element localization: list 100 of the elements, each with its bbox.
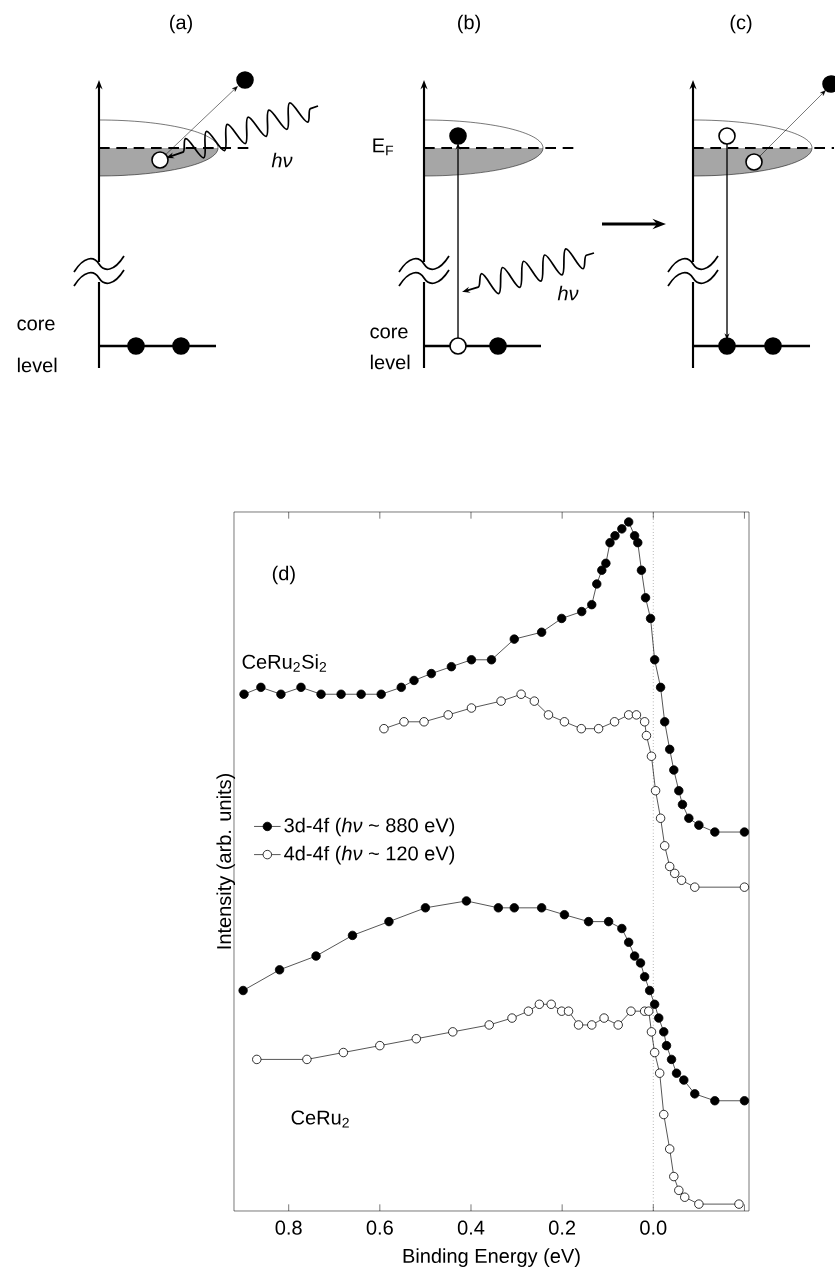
point [461,896,472,906]
point [655,1068,665,1078]
point [411,1034,421,1044]
x-tick-label: 0.4 [457,1220,485,1235]
point [677,799,688,810]
x-tick-label: 0.8 [275,1220,302,1235]
point [649,999,660,1009]
point [559,717,570,727]
point [636,565,647,575]
point [302,1054,312,1065]
point [592,579,602,589]
x-tick-label: 0.2 [549,1220,576,1235]
point [509,903,519,913]
point [583,916,594,927]
text: hν [557,285,579,301]
x-tick-label: 0.0 [640,1220,667,1235]
x-axis-title: Binding Energy (eV) [403,1248,580,1267]
point [635,958,646,968]
text: core [17,319,55,331]
point [617,524,627,534]
point [296,682,306,693]
point [659,1027,669,1037]
text: level [17,357,57,373]
point [563,1006,574,1016]
point [523,1006,534,1016]
point [316,689,326,699]
annotation: (d) [272,565,295,585]
point [669,1171,679,1182]
point [516,689,526,699]
point [409,675,419,686]
point [660,841,670,851]
point [739,1096,750,1106]
point [536,903,547,913]
point [420,903,431,913]
point [399,717,409,727]
point [641,730,652,741]
point [710,1096,720,1106]
point [274,965,285,975]
point [426,668,437,679]
point [536,627,547,637]
point [694,820,704,830]
point [670,868,680,879]
point [347,930,358,941]
point [739,882,750,892]
point [484,1020,494,1030]
point [603,916,614,927]
point [624,710,634,720]
y-axis-title: Intensity (arb. units) [216,774,236,949]
point [665,1144,675,1154]
point [739,827,750,837]
point [690,882,700,892]
point [661,1040,672,1051]
point [694,1199,704,1209]
point [587,1020,597,1030]
point [577,606,587,617]
text: (a) [170,14,192,34]
point [605,537,615,548]
point [466,655,477,665]
text: E$_{F}$ [373,138,394,156]
point [640,593,651,603]
text: (c) [730,14,752,34]
point [734,1199,744,1209]
point [633,537,643,548]
point [646,751,657,761]
point [396,682,406,693]
point [546,999,556,1009]
point [624,937,634,947]
point [690,1089,700,1099]
point [617,923,627,934]
point [311,951,321,961]
point [649,655,660,665]
x-tick-label: 0.6 [366,1220,393,1235]
point [238,985,248,996]
point [252,1054,262,1065]
point [256,682,266,693]
text: hν [271,152,293,168]
point [356,689,366,699]
point [534,999,545,1009]
legend-label: 4d-4f (hν ~ 120 eV) [284,845,455,865]
point [639,972,650,982]
point [486,655,497,665]
point [644,985,655,996]
point [543,710,554,720]
point [665,744,675,755]
point [443,710,453,720]
point [466,703,477,713]
point [587,599,597,610]
point [593,724,604,734]
point [629,531,640,541]
point [336,689,346,699]
point [624,517,634,527]
point [639,717,650,727]
point [376,689,386,699]
point [529,696,540,706]
point [375,1040,385,1051]
point [646,1027,657,1037]
point [665,861,675,872]
point [626,1006,636,1016]
point [666,1054,677,1065]
point [493,903,503,913]
